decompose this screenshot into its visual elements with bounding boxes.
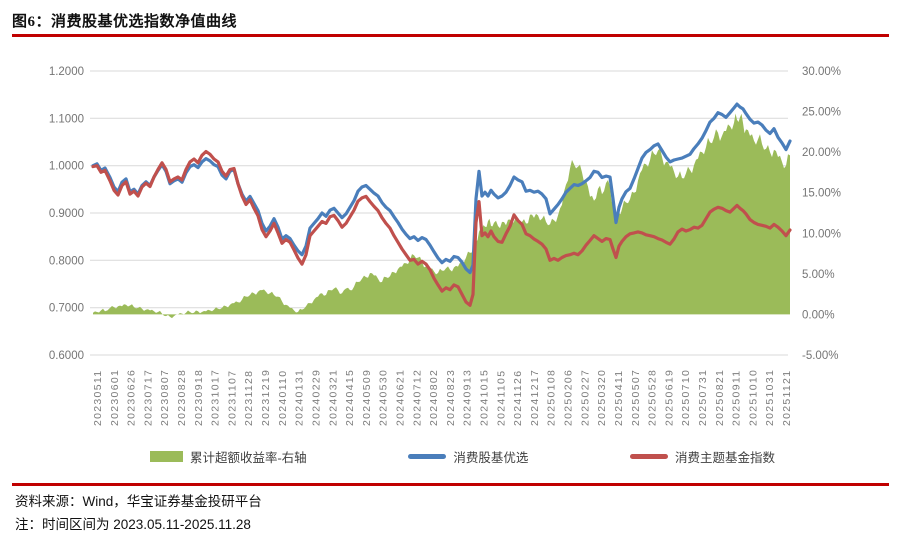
svg-text:20250108: 20250108 [546, 369, 558, 426]
svg-text:20251031: 20251031 [764, 369, 776, 426]
left-axis-labels: 1.2000 1.1000 1.0000 0.9000 0.8000 0.7000 0.60… [49, 66, 84, 362]
excess-return-area [93, 113, 790, 319]
svg-text:20230918: 20230918 [193, 369, 205, 426]
svg-text:15.00%: 15.00% [802, 188, 841, 200]
x-tick-labels: 20230511 20230601 20230626 20230717 20230807… [92, 369, 793, 426]
svg-text:20250821: 20250821 [714, 369, 726, 426]
svg-text:30.00%: 30.00% [802, 66, 841, 78]
source-line: 资料来源：Wind，华宝证券基金投研平台 [15, 494, 262, 509]
svg-text:20.00%: 20.00% [802, 147, 841, 159]
svg-text:20240530: 20240530 [378, 369, 390, 426]
title-underline-rule [12, 34, 889, 37]
gridlines [90, 70, 788, 356]
svg-text:0.6000: 0.6000 [49, 350, 84, 362]
svg-text:20240229: 20240229 [311, 369, 323, 426]
svg-text:20231107: 20231107 [226, 370, 238, 426]
svg-text:20250731: 20250731 [697, 369, 709, 426]
svg-text:5.00%: 5.00% [802, 269, 835, 281]
svg-text:20241015: 20241015 [479, 369, 491, 426]
svg-text:25.00%: 25.00% [802, 107, 841, 119]
svg-text:20230626: 20230626 [126, 369, 138, 426]
legend-swatch [150, 450, 183, 462]
note-line: 注：时间区间为 2023.05.11-2025.11.28 [15, 517, 251, 532]
svg-text:0.9000: 0.9000 [49, 208, 84, 220]
svg-text:20250206: 20250206 [563, 369, 575, 426]
right-axis-labels: 30.00% 25.00% 20.00% 15.00% 10.00% 5.00% 0.00%… [802, 66, 841, 362]
svg-text:20250911: 20250911 [731, 370, 743, 426]
theme-fund-index-line [91, 149, 792, 307]
svg-text:20230828: 20230828 [176, 369, 188, 426]
legend-swatch [629, 453, 668, 459]
svg-text:1.1000: 1.1000 [49, 113, 84, 125]
legend-swatch [408, 453, 447, 459]
svg-text:0.00%: 0.00% [802, 309, 835, 321]
svg-text:20240823: 20240823 [445, 369, 457, 426]
svg-text:20250411: 20250411 [613, 370, 625, 426]
svg-text:20240110: 20240110 [277, 370, 289, 426]
svg-text:20250507: 20250507 [630, 369, 642, 426]
svg-text:20251010: 20251010 [747, 369, 759, 426]
svg-text:10.00%: 10.00% [802, 228, 841, 240]
legend-label: 消费主题基金指数 [674, 450, 775, 465]
svg-text:1.2000: 1.2000 [49, 66, 84, 78]
preferred-index-line [91, 102, 792, 275]
svg-text:20240509: 20240509 [361, 369, 373, 426]
svg-text:20240321: 20240321 [327, 369, 339, 426]
svg-text:20251121: 20251121 [781, 370, 793, 426]
svg-text:-5.00%: -5.00% [802, 350, 838, 362]
svg-text:20231017: 20231017 [210, 369, 222, 426]
svg-text:20231219: 20231219 [260, 369, 272, 426]
svg-text:1.0000: 1.0000 [49, 161, 84, 173]
svg-text:20240131: 20240131 [294, 369, 306, 426]
svg-text:20241126: 20241126 [512, 370, 524, 426]
svg-text:20230717: 20230717 [142, 369, 154, 426]
svg-text:20241217: 20241217 [529, 369, 541, 426]
svg-text:20240621: 20240621 [395, 369, 407, 426]
svg-text:20250619: 20250619 [663, 369, 675, 426]
svg-text:20250528: 20250528 [647, 369, 659, 426]
legend-item: 消费股基优选 [408, 447, 528, 466]
svg-text:20230511: 20230511 [92, 370, 104, 426]
svg-text:20240712: 20240712 [411, 369, 423, 426]
svg-text:20231128: 20231128 [243, 370, 255, 426]
svg-text:20240913: 20240913 [462, 369, 474, 426]
svg-text:20240802: 20240802 [428, 369, 440, 426]
svg-text:0.8000: 0.8000 [49, 255, 84, 267]
svg-text:20241105: 20241105 [495, 370, 507, 426]
legend-item: 累计超额收益率-右轴 [150, 447, 307, 466]
svg-text:20230601: 20230601 [109, 369, 121, 426]
svg-text:20250320: 20250320 [596, 369, 608, 426]
figure-title: 图6：消费股基优选指数净值曲线 [12, 14, 238, 30]
svg-text:20230807: 20230807 [159, 369, 171, 426]
legend-label: 消费股基优选 [453, 450, 529, 465]
legend-item: 消费主题基金指数 [629, 447, 775, 466]
chart-legend: 累计超额收益率-右轴 消费股基优选 消费主题基金指数 [150, 446, 775, 466]
footer-rule [12, 483, 889, 486]
svg-text:20240415: 20240415 [344, 369, 356, 426]
svg-text:20250227: 20250227 [579, 369, 591, 426]
svg-text:20250710: 20250710 [680, 369, 692, 426]
legend-label: 累计超额收益率-右轴 [190, 450, 307, 465]
svg-text:0.7000: 0.7000 [49, 303, 84, 315]
